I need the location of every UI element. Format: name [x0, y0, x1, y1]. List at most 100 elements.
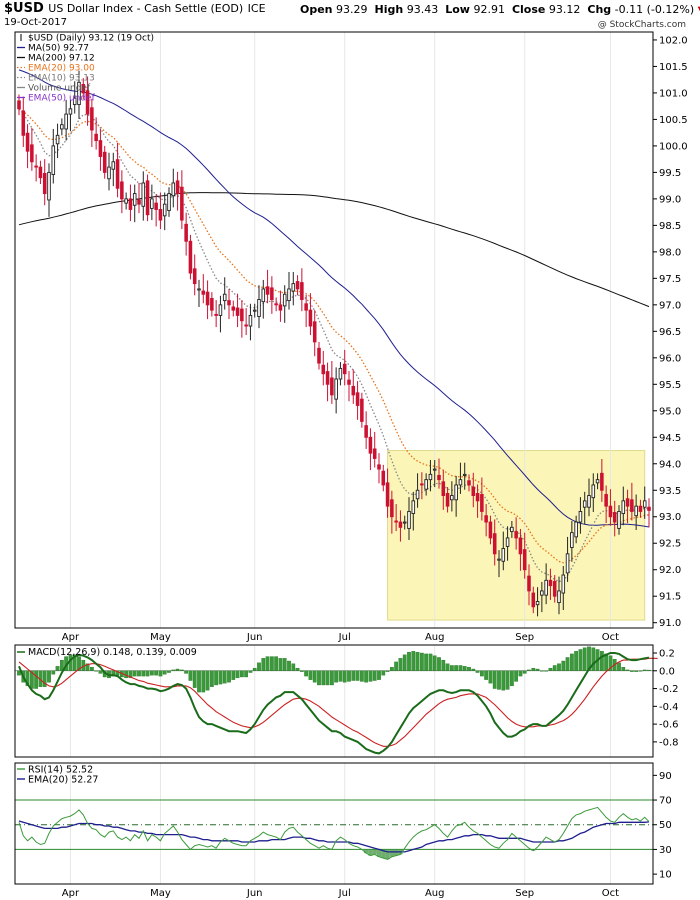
y-tick-label: 0.2 [659, 649, 675, 660]
candle-body [394, 520, 398, 523]
legend-price: $USD (Daily) 93.12 (19 Oct) [28, 34, 154, 44]
macd-histogram-bar [34, 670, 39, 689]
macd-histogram-bar [471, 668, 476, 671]
candle-body [570, 532, 574, 548]
y-tick-label: 100.0 [659, 141, 688, 152]
macd-histogram-bar [205, 670, 210, 691]
macd-histogram-bar [621, 667, 626, 671]
y-tick-label: -0.4 [659, 702, 679, 713]
macd-histogram-bar [381, 670, 386, 676]
macd-line [18, 652, 650, 755]
x-tick-label: Oct [602, 888, 619, 899]
macd-histogram-bar [557, 663, 561, 671]
y-tick-label: 99.5 [659, 168, 681, 179]
macd-histogram-bar [261, 658, 266, 671]
candle-body [231, 306, 236, 311]
candle-body [364, 425, 368, 438]
candle-body [587, 495, 591, 508]
macd-histogram-bar [308, 670, 313, 680]
candle-body [64, 113, 68, 130]
candle-body [154, 202, 158, 210]
candle-body [342, 363, 347, 375]
macd-histogram-bar [184, 670, 189, 674]
candle-body [445, 492, 450, 507]
candle-body [591, 484, 596, 499]
rsi-oversold-fill [376, 849, 382, 857]
low-value: 92.91 [473, 3, 505, 16]
candle-body [47, 171, 51, 201]
candle-body [308, 309, 313, 327]
macd-histogram-bar [188, 670, 193, 681]
candle-body [30, 144, 34, 163]
candle-body [505, 537, 510, 547]
legend-ema10: EMA(10) 93.13 [28, 74, 95, 84]
macd-histogram-bar [625, 669, 630, 671]
x-tick-label: Apr [62, 632, 80, 643]
macd-histogram-bar [642, 669, 647, 671]
candle-body [291, 283, 296, 292]
macd-histogram-bar [441, 659, 446, 671]
candle-body [205, 291, 210, 306]
candle-body [522, 549, 527, 571]
y-tick-label: 98.0 [659, 247, 681, 258]
candle-body [574, 521, 578, 538]
candle-body [518, 537, 523, 555]
ohlc-summary: Open 93.29 High 93.43 Low 92.91 Close 93… [300, 3, 700, 16]
candle-body [81, 83, 86, 94]
y-tick-label: 92.0 [659, 565, 681, 576]
candle-body [55, 134, 60, 145]
candle-body [347, 379, 351, 385]
candle-body [171, 182, 176, 197]
ma50-line [18, 69, 650, 528]
macd-histogram-bar [51, 670, 56, 675]
y-tick-label: 94.5 [659, 433, 681, 444]
candle-body [25, 132, 30, 152]
macd-histogram-bar [574, 651, 579, 671]
candle-body [197, 288, 201, 291]
macd-histogram-bar [304, 670, 309, 677]
y-tick-label: 70 [659, 796, 672, 807]
candle-body [621, 500, 626, 515]
macd-histogram-bar [617, 662, 621, 671]
y-tick-label: 90 [659, 771, 672, 782]
ema20-line [18, 108, 650, 564]
rsi-ema-line [18, 820, 650, 853]
candle-body [561, 574, 566, 594]
open-value: 93.29 [336, 3, 368, 16]
y-tick-label: 50 [659, 820, 672, 831]
candle-body [85, 90, 90, 115]
macd-histogram-bar [488, 670, 493, 684]
candle-body [647, 506, 651, 511]
macd-histogram-bar [424, 653, 429, 671]
macd-histogram-bar [325, 670, 330, 686]
macd-histogram-bar [42, 670, 47, 687]
symbol-title: $USD US Dollar Index - Cash Settle (EOD)… [4, 1, 266, 16]
y-tick-label: -0.8 [659, 737, 679, 748]
macd-histogram-bar [518, 670, 523, 677]
exchange-name: ICE [247, 2, 266, 15]
macd-histogram-bar [218, 670, 223, 685]
macd-histogram-bar [347, 670, 351, 682]
macd-histogram-bar [171, 669, 176, 671]
macd-histogram-bar [407, 651, 411, 671]
macd-histogram-bar [604, 653, 609, 671]
ma200-line [18, 192, 650, 308]
macd-histogram-bar [565, 657, 570, 671]
candle-body [480, 494, 484, 512]
y-tick-label: -0.6 [659, 720, 679, 731]
candle-body [407, 510, 411, 529]
macd-histogram-bar [561, 660, 566, 671]
candle-body [137, 199, 141, 205]
y-tick-label: 91.5 [659, 592, 681, 603]
macd-histogram-bar [141, 670, 146, 677]
candle-body [565, 553, 570, 574]
y-tick-label: 95.5 [659, 380, 681, 391]
legend-ema20: EMA(20) 93.00 [28, 64, 95, 74]
macd-histogram-bar [278, 658, 283, 671]
y-tick-label: 99.0 [659, 194, 681, 205]
macd-histogram-bar [591, 647, 596, 671]
candle-body [304, 303, 308, 311]
macd-histogram-bar [445, 663, 450, 671]
macd-histogram-bar [158, 670, 163, 677]
candle-body [150, 198, 154, 209]
